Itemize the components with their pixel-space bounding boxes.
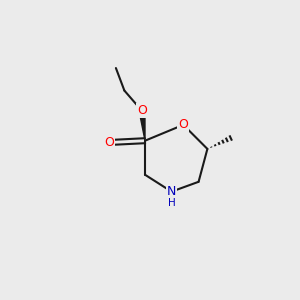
Polygon shape [139,111,145,141]
Text: O: O [137,104,147,118]
Text: O: O [178,118,188,131]
Text: N: N [167,185,176,198]
Text: O: O [104,136,114,149]
Text: H: H [168,198,176,208]
